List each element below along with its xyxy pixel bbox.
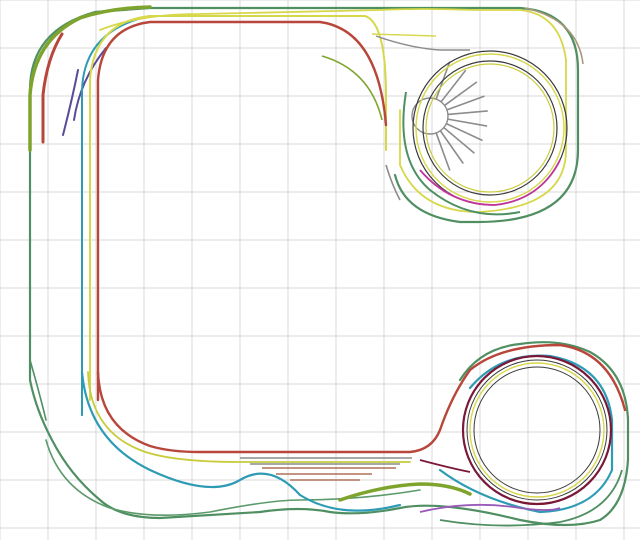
helix-top-inner <box>422 60 558 196</box>
green-left-lead <box>29 359 47 421</box>
purple-spur-b <box>73 47 107 121</box>
red-inner-loop <box>96 20 388 402</box>
turntable-roundhouse <box>411 61 488 171</box>
teal-right-run <box>438 354 614 514</box>
outer-main-track <box>28 6 580 224</box>
yard-sidings <box>240 457 412 481</box>
helix-top-inner-rail <box>425 63 555 193</box>
outer-green-parallel <box>45 439 421 516</box>
inner-loops <box>80 8 627 514</box>
roundhouse-stall-track <box>444 81 478 107</box>
olive-curve <box>28 5 152 152</box>
roundhouse-stall-track <box>447 110 488 116</box>
helix-bottom-green <box>439 469 623 527</box>
roundhouse-stall-track <box>435 132 451 171</box>
helix-top-grey-exit <box>385 164 401 201</box>
helix-top-magenta <box>419 159 561 206</box>
teal-top-inner <box>81 15 301 416</box>
purple-spur-a <box>62 69 79 136</box>
helix-bottom-inner <box>473 366 601 494</box>
yellow-right-loop <box>399 59 567 213</box>
helix-bottom-yellow <box>469 362 605 498</box>
yellow-inner-loop <box>89 15 387 401</box>
helix-top-entry-3 <box>371 33 437 37</box>
top-left-branches <box>28 5 301 416</box>
helix-top-entry <box>321 55 383 121</box>
roundhouse-stall-track <box>447 118 488 127</box>
roundhouse-stall-track <box>443 126 475 154</box>
helix-bottom-purple <box>419 503 561 513</box>
yellow-top-branch <box>99 8 567 61</box>
roundhouse-stall-track <box>439 130 464 164</box>
roundhouse-stall-track <box>446 95 485 111</box>
turntable-spokes <box>435 61 488 171</box>
roundhouse-stall-track <box>440 69 467 103</box>
helix-bottom-right <box>419 354 623 527</box>
yellow-inner-loop-2 <box>87 371 411 463</box>
outer-loop <box>28 6 630 527</box>
helix-top-tan <box>524 7 584 65</box>
helix-top-outer-rail <box>415 53 565 203</box>
helix-bottom-outer <box>466 359 608 501</box>
red-bottom-run <box>96 343 627 454</box>
helix-bottom-maroon <box>461 354 613 506</box>
roundhouse-stall-track <box>445 122 483 142</box>
outer-bottom-run <box>398 341 630 527</box>
teal-bottom-run <box>80 370 402 512</box>
helix-top-entry-2 <box>375 35 470 51</box>
branch-lines <box>29 359 472 502</box>
helix-bottom-maroon-lead <box>419 459 471 473</box>
outer-left-descent <box>28 148 402 520</box>
olive-bottom-stripe <box>338 482 472 502</box>
helix-top-green-exit <box>402 91 521 216</box>
helix-top-right <box>321 7 584 216</box>
red-spur-top-left <box>41 32 64 144</box>
